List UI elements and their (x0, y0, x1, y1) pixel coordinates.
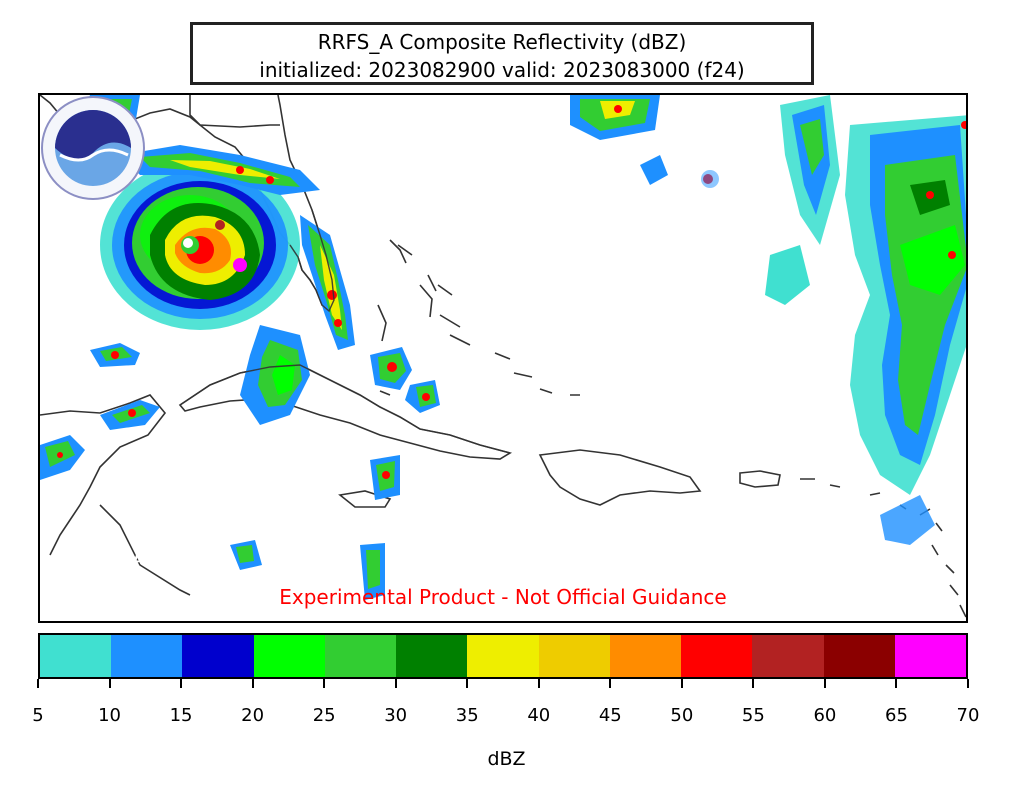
colorbar-tick-label: 50 (670, 705, 694, 726)
title-box: RRFS_A Composite Reflectivity (dBZ) init… (190, 22, 814, 85)
colorbar-tick-mark (537, 679, 540, 688)
title-line-2: initialized: 2023082900 valid: 202308300… (259, 58, 745, 82)
colorbar-segment (467, 635, 539, 677)
colorbar-label: dBZ (487, 748, 526, 770)
colorbar-tick-label: 40 (527, 705, 551, 726)
colorbar-segment (182, 635, 254, 677)
atlantic-echoes (780, 95, 966, 545)
colorbar-tick-label: 20 (241, 705, 265, 726)
disclaimer-text: Experimental Product - Not Official Guid… (279, 585, 727, 609)
colorbar-tick-label: 60 (813, 705, 837, 726)
noaa-logo (41, 96, 145, 200)
colorbar-segment (538, 635, 610, 677)
colorbar-tick-mark (180, 679, 183, 688)
colorbar-tick-label: 45 (598, 705, 622, 726)
colorbar-tick-mark (823, 679, 826, 688)
colorbar-tick-label: 55 (741, 705, 765, 726)
colorbar-tick-label: 35 (455, 705, 479, 726)
colorbar-segment (253, 635, 325, 677)
colorbar-tick-label: 25 (312, 705, 336, 726)
colorbar-tick-label: 30 (384, 705, 408, 726)
map-frame: NOAA Experimental Product - Not Official… (38, 93, 968, 623)
colorbar-tick-mark (394, 679, 397, 688)
colorbar-tick-mark (680, 679, 683, 688)
colorbar-segment (324, 635, 397, 677)
title-line-1: RRFS_A Composite Reflectivity (dBZ) (317, 30, 687, 54)
colorbar-segment (894, 635, 967, 677)
colorbar (38, 633, 968, 679)
colorbar-tick-mark (108, 679, 111, 688)
colorbar-segment (681, 635, 753, 677)
colorbar-tick-label: 10 (98, 705, 121, 726)
colorbar-segment (823, 635, 895, 677)
colorbar-tick-label: 5 (32, 705, 44, 726)
colorbar-tick-label: 70 (956, 705, 980, 726)
colorbar-segment (111, 635, 183, 677)
colorbar-segment (609, 635, 682, 677)
colorbar-tick-mark (609, 679, 612, 688)
colorbar-tick-label: 65 (885, 705, 908, 726)
colorbar-tick-mark (752, 679, 755, 688)
hurricane-echoes (100, 145, 355, 425)
colorbar-tick-mark (967, 679, 969, 688)
colorbar-tick-mark (323, 679, 326, 688)
colorbar-tick-mark (466, 679, 469, 688)
colorbar-segment (40, 635, 112, 677)
colorbar-segment (396, 635, 468, 677)
colorbar-segment (752, 635, 824, 677)
colorbar-tick-label: 15 (169, 705, 193, 726)
colorbar-tick-mark (895, 679, 898, 688)
colorbar-tick-mark (37, 679, 39, 688)
noaa-logo-text: NOAA (111, 553, 153, 568)
colorbar-ticks: 5 10 15 20 25 30 35 40 45 50 55 60 65 70 (32, 679, 979, 729)
reflectivity-map (40, 95, 966, 618)
colorbar-tick-mark (251, 679, 254, 688)
